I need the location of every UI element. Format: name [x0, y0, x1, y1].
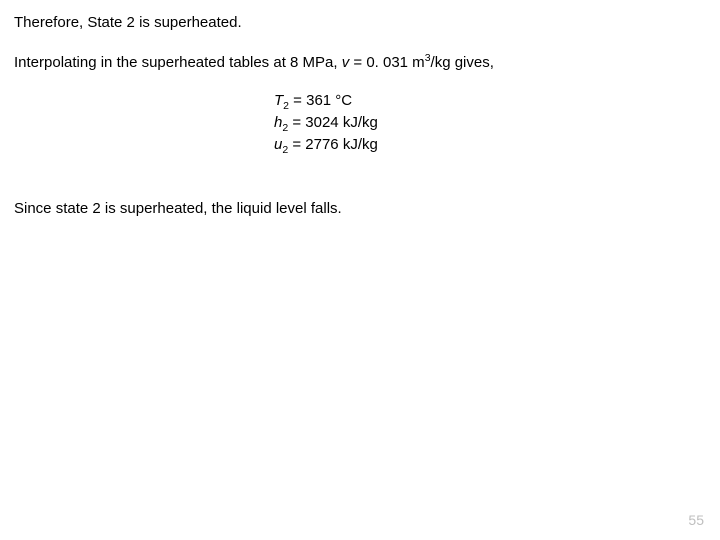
slide-content: Therefore, State 2 is superheated. Inter…	[0, 0, 720, 249]
eq1-rest: = 361 °C	[289, 92, 352, 109]
text-line-3: Since state 2 is superheated, the liquid…	[14, 198, 706, 219]
equation-1: T2 = 361 °C	[274, 91, 706, 113]
text-line-1: Therefore, State 2 is superheated.	[14, 12, 706, 33]
line2-post: = 0. 031 m	[349, 54, 424, 71]
eq2-rest: = 3024 kJ/kg	[288, 114, 378, 131]
page-number: 55	[688, 512, 704, 528]
equation-block: T2 = 361 °C h2 = 3024 kJ/kg u2 = 2776 kJ…	[274, 91, 706, 158]
eq3-rest: = 2776 kJ/kg	[288, 136, 378, 153]
eq1-var: T	[274, 92, 283, 109]
equation-2: h2 = 3024 kJ/kg	[274, 113, 706, 135]
line2-pre: Interpolating in the superheated tables …	[14, 54, 342, 71]
text-line-2: Interpolating in the superheated tables …	[14, 51, 706, 73]
line2-end: /kg gives,	[431, 54, 494, 71]
equation-3: u2 = 2776 kJ/kg	[274, 135, 706, 157]
